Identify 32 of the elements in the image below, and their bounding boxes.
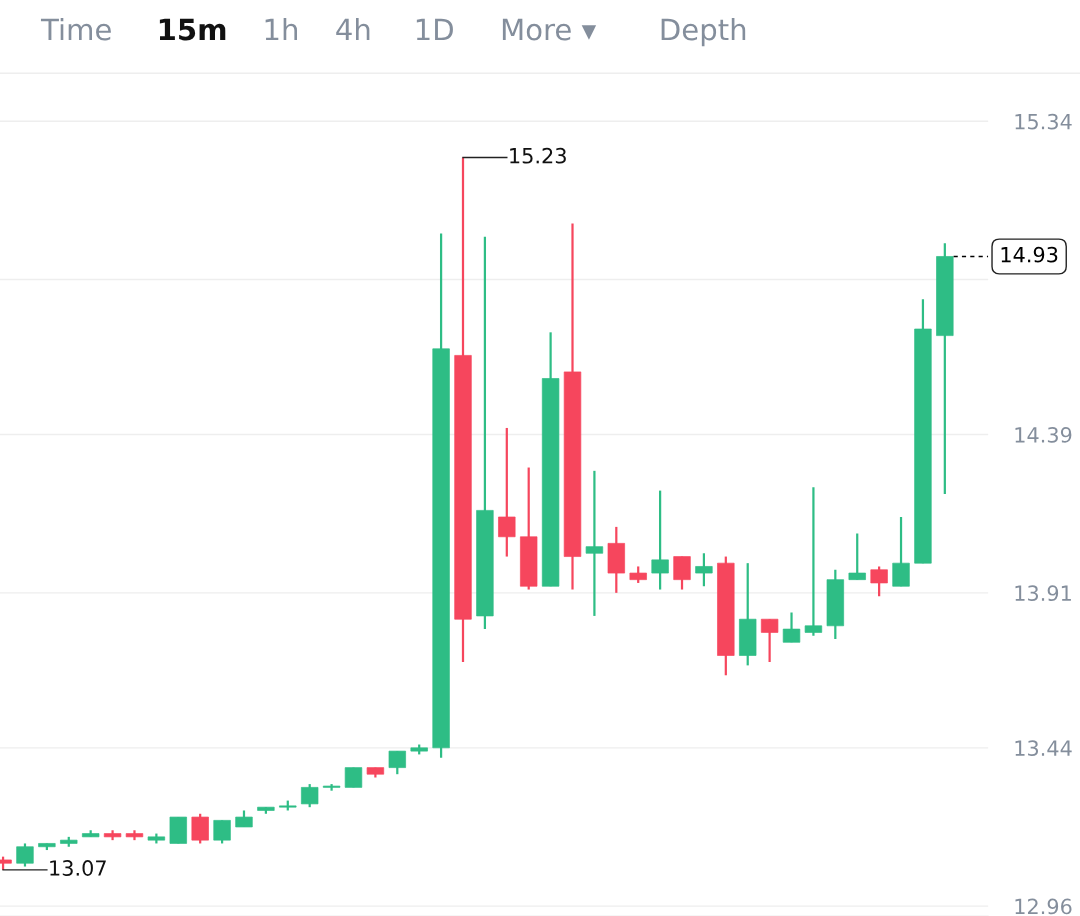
y-tick-label: 15.34 (1015, 113, 1072, 130)
text: Depth (661, 17, 746, 47)
y-tick-label: 12.96 (1015, 898, 1072, 915)
candlestick (388, 750, 406, 776)
text: 1D (416, 18, 453, 41)
y-tick-label: 14.39 (1015, 427, 1072, 443)
text: Time (40, 17, 111, 41)
candlestick (848, 532, 866, 581)
candlestick (673, 555, 691, 591)
candlestick (585, 469, 604, 618)
candlestick (804, 486, 823, 637)
candlestick (498, 426, 516, 558)
y-tick-label: 13.44 (1015, 740, 1072, 757)
candlestick (782, 611, 801, 644)
annotation: 15.23 (510, 147, 566, 164)
candlestick (651, 489, 669, 591)
annotation: 13.07 (50, 860, 106, 876)
candlestick (760, 618, 779, 664)
text: More ▾ (502, 18, 597, 41)
y-tick-label: 13.91 (1015, 585, 1071, 602)
candlestick (892, 515, 910, 588)
ref-line-label: 14.93 (1001, 246, 1058, 263)
candlestick (191, 812, 209, 845)
text: 1h (265, 17, 298, 41)
candlestick (695, 552, 713, 588)
text: 4h (336, 17, 370, 41)
candlestick (213, 819, 231, 845)
candlestick (301, 782, 319, 809)
text: 15m (159, 18, 226, 41)
candlestick (16, 842, 34, 868)
candlestick (870, 565, 888, 598)
candlestick (344, 766, 363, 789)
